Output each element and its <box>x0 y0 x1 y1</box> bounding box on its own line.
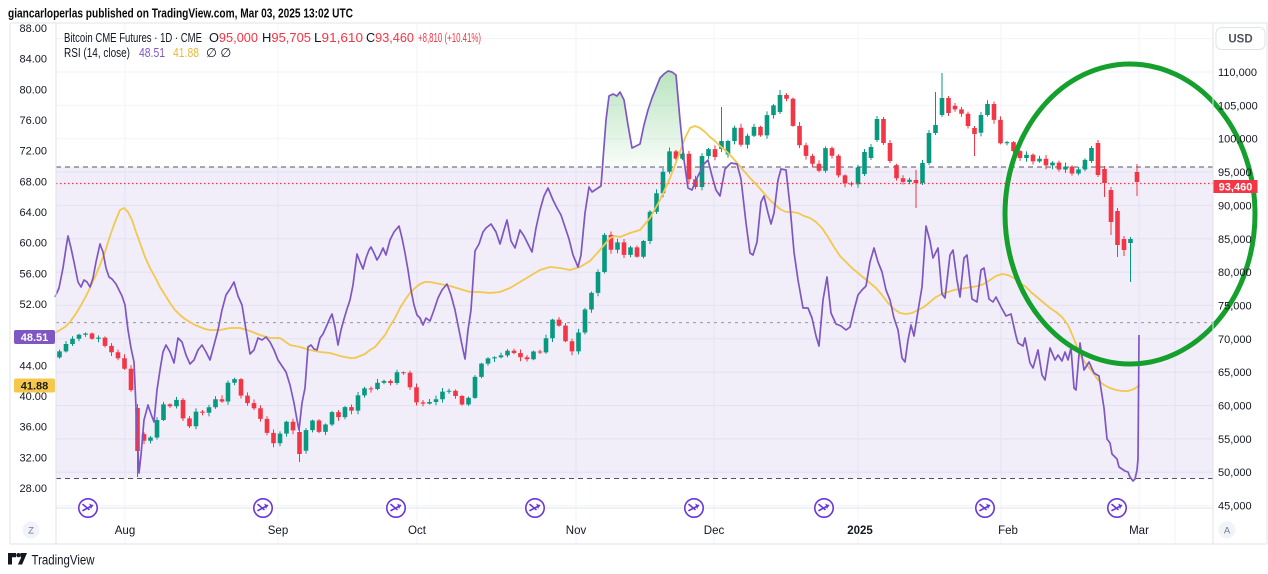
svg-text:2025: 2025 <box>847 525 873 537</box>
svg-text:93,460: 93,460 <box>1219 182 1253 194</box>
svg-text:41.88: 41.88 <box>173 46 199 60</box>
svg-text:50,000: 50,000 <box>1218 467 1252 479</box>
svg-text:40.00: 40.00 <box>19 391 47 403</box>
svg-text:100,000: 100,000 <box>1218 134 1258 146</box>
svg-text:48.51: 48.51 <box>21 332 49 344</box>
svg-text:Sep: Sep <box>268 525 288 537</box>
svg-text:giancarloperlas published on T: giancarloperlas published on TradingView… <box>8 6 353 21</box>
svg-text:Nov: Nov <box>566 525 587 537</box>
svg-text:52.00: 52.00 <box>19 299 47 311</box>
svg-text:64.00: 64.00 <box>19 207 47 219</box>
svg-text:∅ ∅: ∅ ∅ <box>206 46 231 60</box>
svg-text:90,000: 90,000 <box>1218 200 1252 212</box>
svg-text:76.00: 76.00 <box>19 115 47 127</box>
svg-text:+8,810 (+10.41%): +8,810 (+10.41%) <box>418 31 481 45</box>
svg-text:105,000: 105,000 <box>1218 100 1258 112</box>
svg-text:45,000: 45,000 <box>1218 501 1252 513</box>
svg-text:36.00: 36.00 <box>19 422 47 434</box>
svg-text:28.00: 28.00 <box>19 483 47 495</box>
svg-text:60.00: 60.00 <box>19 238 47 250</box>
svg-text:65,000: 65,000 <box>1218 367 1252 379</box>
svg-text:Feb: Feb <box>998 525 1018 537</box>
svg-text:95,000: 95,000 <box>1218 167 1252 179</box>
svg-text:48.51: 48.51 <box>139 46 165 60</box>
svg-text:75,000: 75,000 <box>1218 301 1252 313</box>
svg-text:Z: Z <box>28 526 34 537</box>
svg-text:A: A <box>1224 526 1231 537</box>
svg-text:110,000: 110,000 <box>1218 67 1257 79</box>
svg-text:80,000: 80,000 <box>1218 267 1252 279</box>
svg-text:41.88: 41.88 <box>21 381 49 393</box>
svg-text:Aug: Aug <box>115 525 135 537</box>
svg-text:Mar: Mar <box>1129 525 1149 537</box>
svg-text:Dec: Dec <box>704 525 725 537</box>
svg-text:72.00: 72.00 <box>19 146 47 158</box>
svg-text:44.00: 44.00 <box>19 360 47 372</box>
svg-text:Oct: Oct <box>408 525 427 537</box>
svg-text:60,000: 60,000 <box>1218 401 1252 413</box>
svg-text:O95,000: O95,000 <box>209 31 258 45</box>
svg-text:56.00: 56.00 <box>19 268 47 280</box>
svg-text:68.00: 68.00 <box>19 176 47 188</box>
svg-text:84.00: 84.00 <box>19 54 47 66</box>
svg-text:L91,610: L91,610 <box>314 31 363 45</box>
svg-text:85,000: 85,000 <box>1218 234 1252 246</box>
svg-text:88.00: 88.00 <box>19 23 47 35</box>
svg-text:USD: USD <box>1228 34 1252 46</box>
svg-text:TradingView: TradingView <box>32 553 95 568</box>
svg-text:C93,460: C93,460 <box>366 31 414 45</box>
svg-text:80.00: 80.00 <box>19 84 47 96</box>
svg-text:Bitcoin CME Futures · 1D · CME: Bitcoin CME Futures · 1D · CME <box>64 31 202 45</box>
svg-text:RSI (14, close): RSI (14, close) <box>64 46 130 60</box>
svg-text:70,000: 70,000 <box>1218 334 1252 346</box>
svg-text:32.00: 32.00 <box>19 452 47 464</box>
svg-text:H95,705: H95,705 <box>262 31 311 45</box>
svg-text:55,000: 55,000 <box>1218 434 1252 446</box>
